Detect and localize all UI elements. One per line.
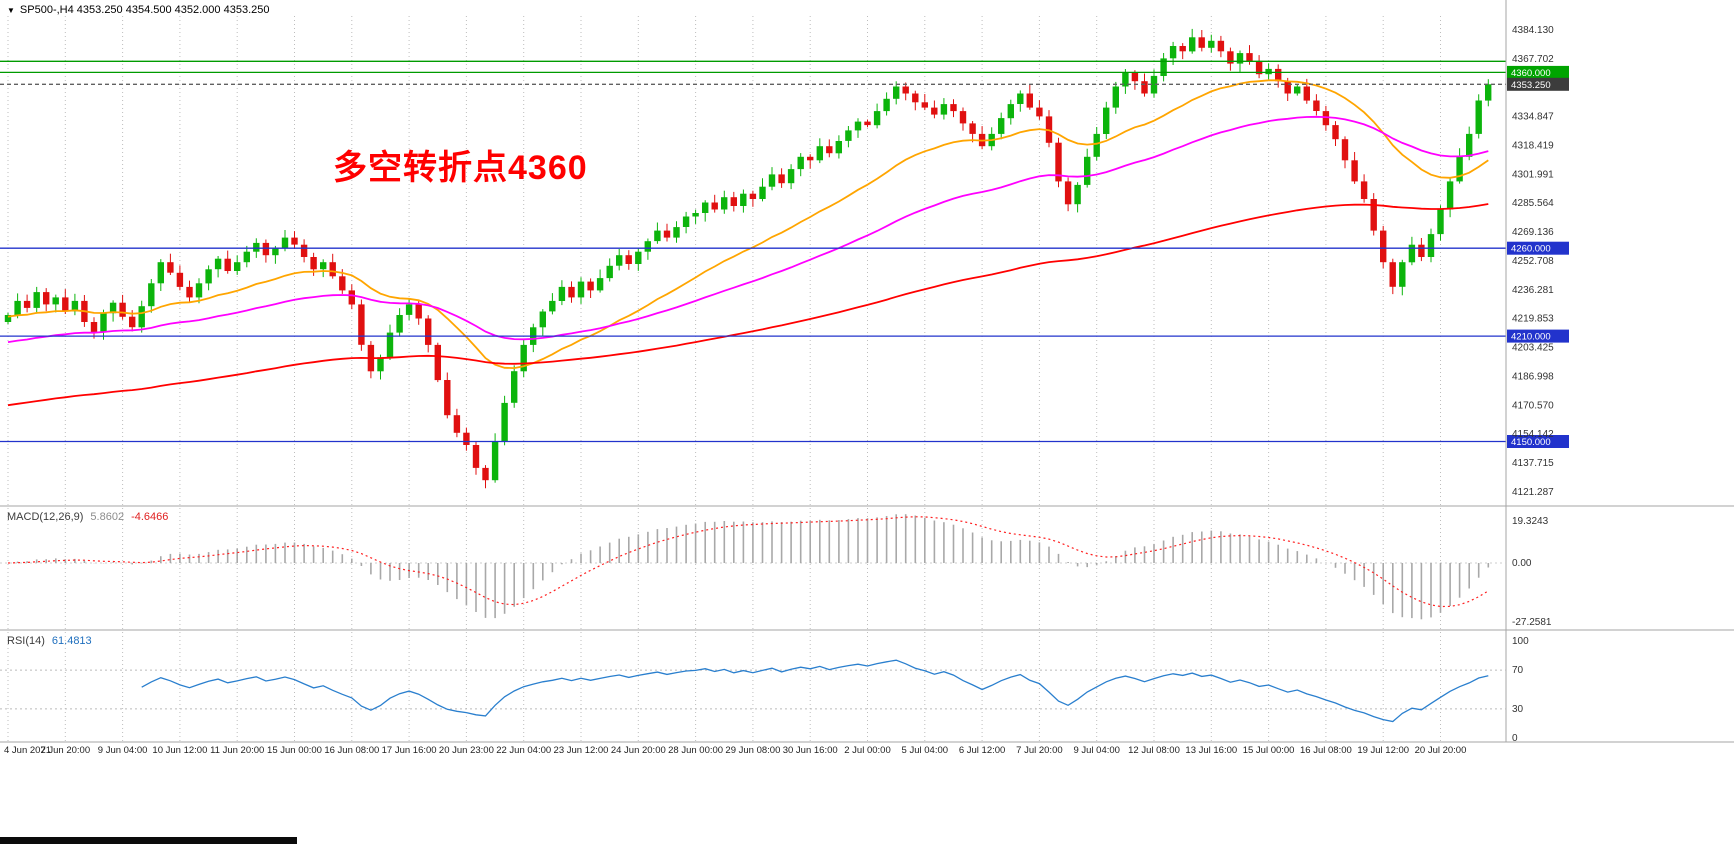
svg-text:30 Jun 16:00: 30 Jun 16:00 <box>783 745 838 756</box>
svg-text:4 Jun 2021: 4 Jun 2021 <box>4 745 51 756</box>
svg-text:4252.708: 4252.708 <box>1512 256 1554 267</box>
rsi-name: RSI(14) <box>7 635 45 647</box>
svg-text:4170.570: 4170.570 <box>1512 400 1554 411</box>
svg-text:0.00: 0.00 <box>1512 558 1532 569</box>
svg-text:4121.287: 4121.287 <box>1512 487 1554 498</box>
taskbar-strip <box>0 837 297 844</box>
svg-text:4219.853: 4219.853 <box>1512 314 1554 325</box>
svg-text:4236.281: 4236.281 <box>1512 285 1554 296</box>
svg-text:9 Jul 04:00: 9 Jul 04:00 <box>1073 745 1119 756</box>
svg-text:4285.564: 4285.564 <box>1512 198 1554 209</box>
svg-text:4210.000: 4210.000 <box>1511 332 1551 343</box>
svg-text:4137.715: 4137.715 <box>1512 458 1554 469</box>
macd-value-signal: -4.6466 <box>131 511 169 523</box>
annotation-text: 多空转折点4360 <box>333 149 588 187</box>
svg-text:4260.000: 4260.000 <box>1511 244 1551 255</box>
svg-text:13 Jul 16:00: 13 Jul 16:00 <box>1185 745 1237 756</box>
svg-text:23 Jun 12:00: 23 Jun 12:00 <box>554 745 609 756</box>
svg-text:6 Jul 12:00: 6 Jul 12:00 <box>959 745 1005 756</box>
svg-text:30: 30 <box>1512 704 1524 715</box>
svg-text:4301.991: 4301.991 <box>1512 169 1554 180</box>
svg-text:4154.142: 4154.142 <box>1512 429 1554 440</box>
svg-text:17 Jun 16:00: 17 Jun 16:00 <box>382 745 437 756</box>
chart-dropdown-icon[interactable]: ▼ <box>7 5 15 15</box>
svg-text:28 Jun 00:00: 28 Jun 00:00 <box>668 745 723 756</box>
svg-text:100: 100 <box>1512 636 1529 647</box>
svg-text:7 Jun 20:00: 7 Jun 20:00 <box>40 745 90 756</box>
rsi-indicator-label: RSI(14) 61.4813 <box>7 635 92 647</box>
svg-text:4367.702: 4367.702 <box>1512 54 1554 65</box>
svg-text:4334.847: 4334.847 <box>1512 112 1554 123</box>
svg-text:22 Jun 04:00: 22 Jun 04:00 <box>496 745 551 756</box>
svg-text:16 Jul 08:00: 16 Jul 08:00 <box>1300 745 1352 756</box>
svg-text:4318.419: 4318.419 <box>1512 141 1554 152</box>
svg-text:4186.998: 4186.998 <box>1512 372 1554 383</box>
svg-text:4150.000: 4150.000 <box>1511 437 1551 448</box>
symbol-ohlc-label: SP500-,H4 4353.250 4354.500 4352.000 435… <box>19 4 270 16</box>
svg-text:4360.000: 4360.000 <box>1511 68 1551 79</box>
svg-text:70: 70 <box>1512 665 1524 676</box>
svg-text:7 Jul 20:00: 7 Jul 20:00 <box>1016 745 1062 756</box>
svg-text:20 Jul 20:00: 20 Jul 20:00 <box>1415 745 1467 756</box>
svg-text:12 Jul 08:00: 12 Jul 08:00 <box>1128 745 1180 756</box>
svg-text:11 Jun 20:00: 11 Jun 20:00 <box>210 745 264 756</box>
svg-text:2 Jul 00:00: 2 Jul 00:00 <box>844 745 890 756</box>
svg-text:29 Jun 08:00: 29 Jun 08:00 <box>725 745 780 756</box>
svg-text:5 Jul 04:00: 5 Jul 04:00 <box>902 745 948 756</box>
svg-text:0: 0 <box>1512 733 1518 744</box>
macd-indicator-label: MACD(12,26,9) 5.8602 -4.6466 <box>7 511 168 523</box>
svg-text:10 Jun 12:00: 10 Jun 12:00 <box>152 745 207 756</box>
svg-text:16 Jun 08:00: 16 Jun 08:00 <box>324 745 379 756</box>
svg-text:9 Jun 04:00: 9 Jun 04:00 <box>98 745 148 756</box>
svg-text:-27.2581: -27.2581 <box>1512 617 1552 628</box>
svg-text:4384.130: 4384.130 <box>1512 25 1554 36</box>
svg-text:4269.136: 4269.136 <box>1512 227 1554 238</box>
svg-text:24 Jun 20:00: 24 Jun 20:00 <box>611 745 666 756</box>
svg-text:15 Jun 00:00: 15 Jun 00:00 <box>267 745 322 756</box>
svg-text:4353.250: 4353.250 <box>1511 80 1551 91</box>
svg-text:20 Jun 23:00: 20 Jun 23:00 <box>439 745 494 756</box>
svg-text:15 Jul 00:00: 15 Jul 00:00 <box>1243 745 1295 756</box>
svg-text:19.3243: 19.3243 <box>1512 516 1549 527</box>
svg-text:19 Jul 12:00: 19 Jul 12:00 <box>1357 745 1409 756</box>
macd-name: MACD(12,26,9) <box>7 511 84 523</box>
chart-header: ▼ SP500-,H4 4353.250 4354.500 4352.000 4… <box>7 4 269 16</box>
rsi-value: 61.4813 <box>51 635 92 647</box>
macd-value-main: 5.8602 <box>90 511 125 523</box>
svg-text:4203.425: 4203.425 <box>1512 343 1554 354</box>
